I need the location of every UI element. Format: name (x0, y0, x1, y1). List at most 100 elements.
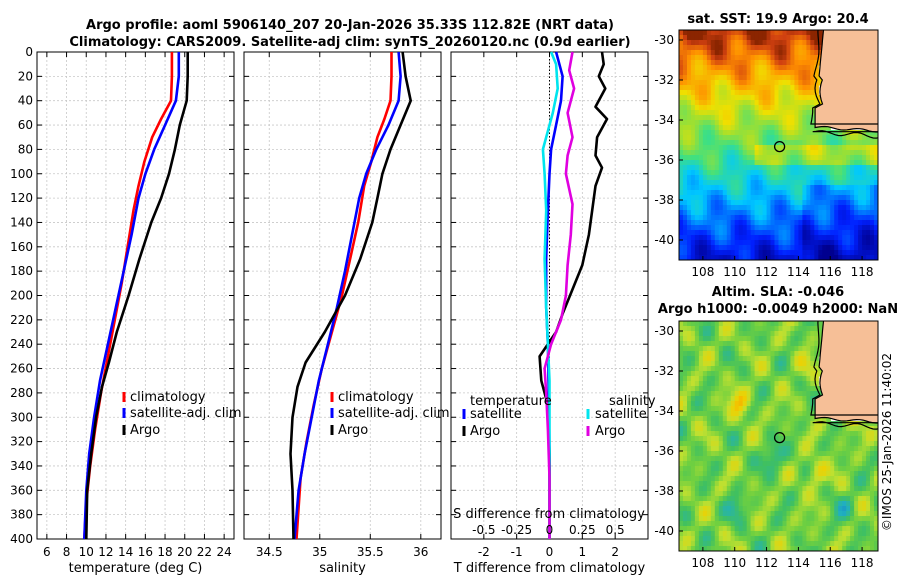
sla-cell (798, 386, 803, 392)
sla-cell (742, 476, 748, 482)
sla-cell (806, 386, 811, 392)
sst-xtick-label: 114 (787, 265, 810, 279)
sla-cell (766, 466, 772, 472)
sla-cell (730, 341, 736, 347)
sla-cell (698, 496, 704, 502)
sla-cell (758, 516, 764, 522)
sla-cell (714, 366, 720, 372)
sst-cell (826, 175, 831, 181)
sla-cell (698, 431, 704, 437)
sst-cell (738, 55, 744, 61)
sla-cell (790, 481, 795, 487)
sla-cell (782, 326, 788, 332)
sst-cell (726, 210, 732, 216)
sla-cell (818, 326, 823, 332)
sla-cell (738, 341, 744, 347)
sst-cell (738, 100, 744, 106)
sst-cell (746, 255, 752, 260)
sla-cell (718, 396, 724, 402)
sst-cell (702, 40, 708, 46)
sst-cell (870, 175, 875, 181)
sla-cell (798, 536, 803, 542)
sla-cell (726, 496, 732, 502)
sst-cell (826, 235, 831, 241)
sst-cell (850, 250, 855, 256)
sla-cell (698, 491, 704, 497)
sst-cell (710, 220, 716, 226)
sla-cell (690, 446, 696, 452)
sst-cell (826, 135, 831, 141)
sla-cell (706, 376, 712, 382)
sla-cell (734, 456, 740, 462)
sla-cell (806, 431, 811, 437)
sst-cell (806, 100, 811, 106)
sst-cell (726, 255, 732, 260)
sst-cell (782, 55, 788, 61)
sst-cell (694, 105, 700, 111)
sst-cell (866, 140, 871, 146)
sla-cell (878, 541, 883, 547)
sst-cell (854, 185, 859, 191)
sst-cell (679, 65, 684, 71)
sst-cell (694, 230, 700, 236)
sst-cell (814, 220, 819, 226)
sla-cell (766, 516, 772, 522)
sst-cell (778, 195, 784, 201)
sla-cell (858, 541, 863, 547)
sla-cell (794, 351, 799, 357)
sla-cell (766, 426, 772, 432)
sst-cell (858, 250, 863, 256)
sla-cell (794, 411, 799, 417)
sla-cell (687, 341, 692, 347)
sla-cell (790, 521, 795, 527)
sst-cell (738, 190, 744, 196)
sla-cell (814, 331, 819, 337)
sla-cell (778, 471, 784, 477)
sst-cell (878, 160, 883, 166)
sst-cell (738, 30, 744, 36)
sst-cell (750, 60, 756, 66)
sla-cell (714, 471, 720, 477)
sla-cell (683, 356, 688, 362)
sst-cell (830, 190, 835, 196)
sla-cell (810, 501, 815, 507)
sst-cell (782, 110, 788, 116)
sla-cell (774, 441, 780, 447)
sla-cell (838, 476, 843, 482)
sla-cell (802, 461, 807, 467)
sla-cell (806, 411, 811, 417)
sla-cell (858, 516, 863, 522)
sla-cell (706, 511, 712, 517)
sla-cell (770, 416, 776, 422)
sla-cell (846, 446, 851, 452)
sla-cell (766, 336, 772, 342)
sla-cell (762, 371, 768, 377)
sst-cell (858, 150, 863, 156)
sst-cell (790, 170, 795, 176)
sst-cell (834, 165, 839, 171)
sla-cell (874, 491, 878, 497)
sla-cell (778, 461, 784, 467)
sla-cell (738, 496, 744, 502)
sst-cell (710, 130, 716, 136)
sst-cell (698, 105, 704, 111)
sla-cell (862, 451, 867, 457)
sst-cell (687, 70, 692, 76)
sla-cell (722, 336, 728, 342)
sla-cell (790, 371, 795, 377)
sla-cell (779, 551, 784, 557)
sst-cell (754, 55, 760, 61)
sst-cell (687, 205, 692, 211)
sla-cell (830, 496, 835, 502)
sst-cell (802, 140, 807, 146)
sla-cell (706, 531, 712, 537)
sst-cell (806, 175, 811, 181)
sst-cell (806, 230, 811, 236)
sla-cell (750, 436, 756, 442)
sla-cell (766, 346, 772, 352)
sla-cell (778, 331, 784, 337)
sla-cell (679, 526, 684, 532)
sla-cell (742, 411, 748, 417)
sla-cell (778, 546, 784, 551)
sla-cell (746, 421, 752, 427)
